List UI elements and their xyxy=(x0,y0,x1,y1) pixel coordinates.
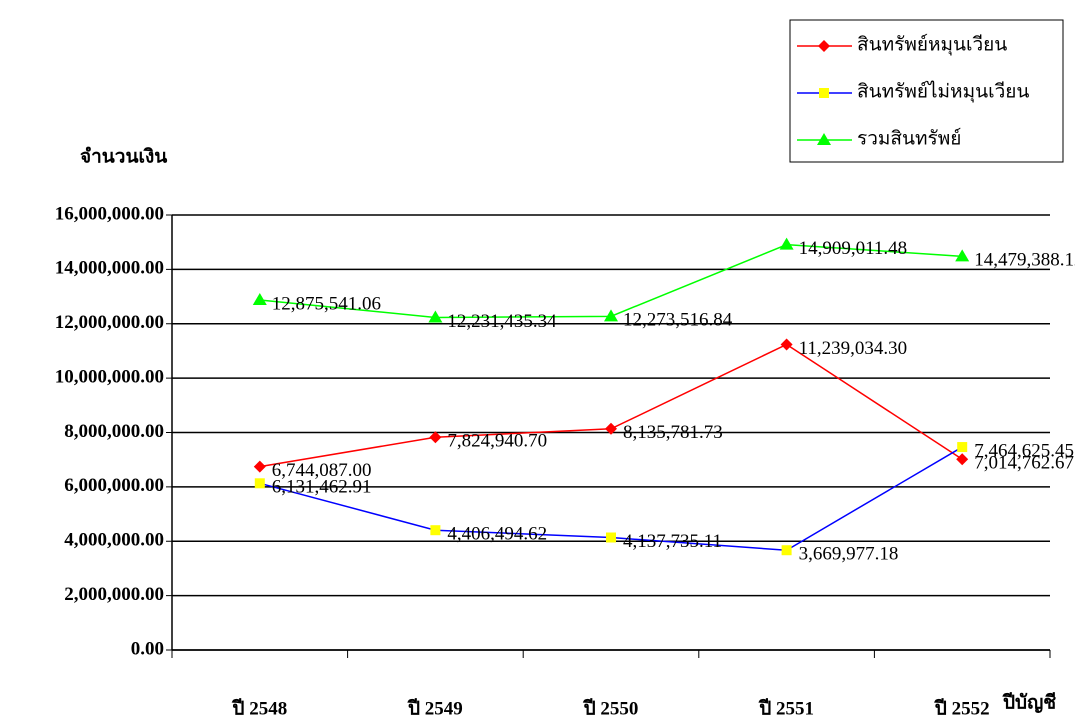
data-point xyxy=(957,442,968,453)
legend-marker xyxy=(819,88,829,98)
x-axis-title: ปีบัญชี xyxy=(1002,691,1056,713)
data-point xyxy=(604,309,618,322)
data-point xyxy=(428,310,443,323)
y-tick-label: 0.00 xyxy=(131,638,164,659)
legend-label: สินทรัพย์ไม่หมุนเวียน xyxy=(857,80,1029,103)
data-point xyxy=(605,422,617,435)
data-label: 7,464,625.45 xyxy=(974,440,1074,461)
data-point xyxy=(779,237,794,250)
legend-label: รวมสินทรัพย์ xyxy=(857,127,961,149)
data-label: 12,273,516.84 xyxy=(623,310,733,331)
data-label: 4,137,735.11 xyxy=(623,531,722,552)
legend-marker xyxy=(818,40,830,52)
data-label: 6,744,087.00 xyxy=(272,460,372,481)
data-point xyxy=(780,338,793,351)
y-tick-label: 6,000,000.00 xyxy=(64,475,164,496)
y-tick-label: 12,000,000.00 xyxy=(55,312,164,333)
data-label: 12,875,541.06 xyxy=(272,293,381,314)
series-line xyxy=(259,343,963,468)
x-tick-label: ปี 2551 xyxy=(758,697,814,719)
y-tick-label: 14,000,000.00 xyxy=(55,258,164,279)
y-tick-label: 8,000,000.00 xyxy=(64,421,164,442)
x-tick-label: ปี 2548 xyxy=(232,697,288,719)
data-point xyxy=(254,478,265,489)
data-label: 7,014,762.67 xyxy=(974,453,1074,474)
y-axis-title: จำนวนเงิน xyxy=(80,146,167,167)
data-label: 8,135,781.73 xyxy=(623,422,723,443)
y-tick-label: 16,000,000.00 xyxy=(55,203,164,224)
data-label: 14,909,011.48 xyxy=(799,238,908,259)
y-tick-label: 2,000,000.00 xyxy=(64,584,164,605)
x-tick-label: ปี 2550 xyxy=(583,697,639,719)
data-label: 12,231,435.34 xyxy=(447,311,557,332)
legend-box xyxy=(789,19,1064,163)
data-point xyxy=(955,249,970,262)
data-point xyxy=(606,532,616,543)
y-tick-label: 10,000,000.00 xyxy=(55,366,164,387)
legend-marker xyxy=(817,133,831,145)
data-point xyxy=(430,525,441,536)
data-label: 4,406,494.62 xyxy=(447,524,547,545)
data-point xyxy=(252,292,267,305)
data-point xyxy=(956,453,969,466)
data-label: 7,824,940.70 xyxy=(447,431,547,452)
data-point xyxy=(429,431,442,444)
x-tick-label: ปี 2552 xyxy=(934,697,990,719)
data-label: 6,131,462.91 xyxy=(272,477,372,498)
data-label: 3,669,977.18 xyxy=(799,544,899,565)
legend-label: สินทรัพย์หมุนเวียน xyxy=(857,33,1007,56)
data-label: 11,239,034.30 xyxy=(799,338,908,359)
data-label: 14,479,388.12 xyxy=(974,250,1075,271)
x-tick-label: ปี 2549 xyxy=(407,697,463,719)
y-tick-label: 4,000,000.00 xyxy=(64,530,164,551)
data-point xyxy=(253,460,266,473)
data-point xyxy=(781,545,792,556)
